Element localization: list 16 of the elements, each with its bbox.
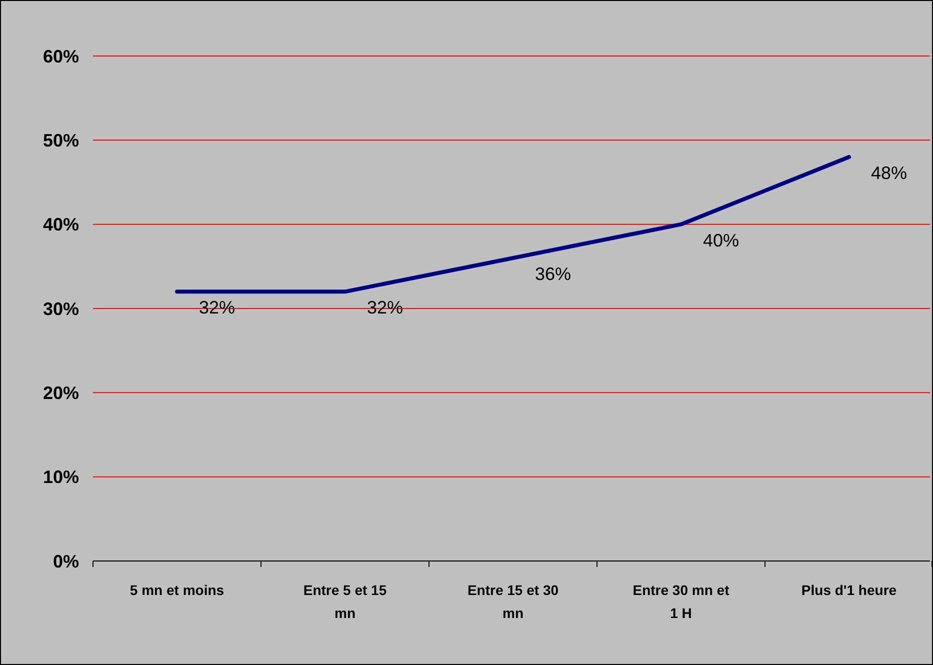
x-tick-label: Plus d'1 heure — [801, 582, 897, 598]
x-tick-label: Entre 5 et 15 mn — [303, 582, 387, 621]
data-label: 40% — [703, 230, 740, 250]
y-tick-label: 20% — [42, 382, 79, 403]
y-tick-label: 30% — [42, 298, 79, 319]
y-tick-label: 10% — [42, 467, 79, 488]
x-tick-label: 5 mn et moins — [130, 582, 224, 598]
y-tick-label: 0% — [52, 551, 79, 572]
line-series — [175, 155, 851, 294]
data-label: 48% — [871, 163, 908, 183]
y-tick-label: 60% — [42, 46, 79, 66]
y-tick-label: 40% — [42, 214, 79, 235]
x-tick-label: Entre 15 et 30 mn — [467, 582, 559, 621]
data-label: 36% — [535, 264, 572, 284]
x-tick-label: Entre 30 mn et 1 H — [632, 582, 730, 621]
y-tick-label: 50% — [42, 130, 79, 150]
